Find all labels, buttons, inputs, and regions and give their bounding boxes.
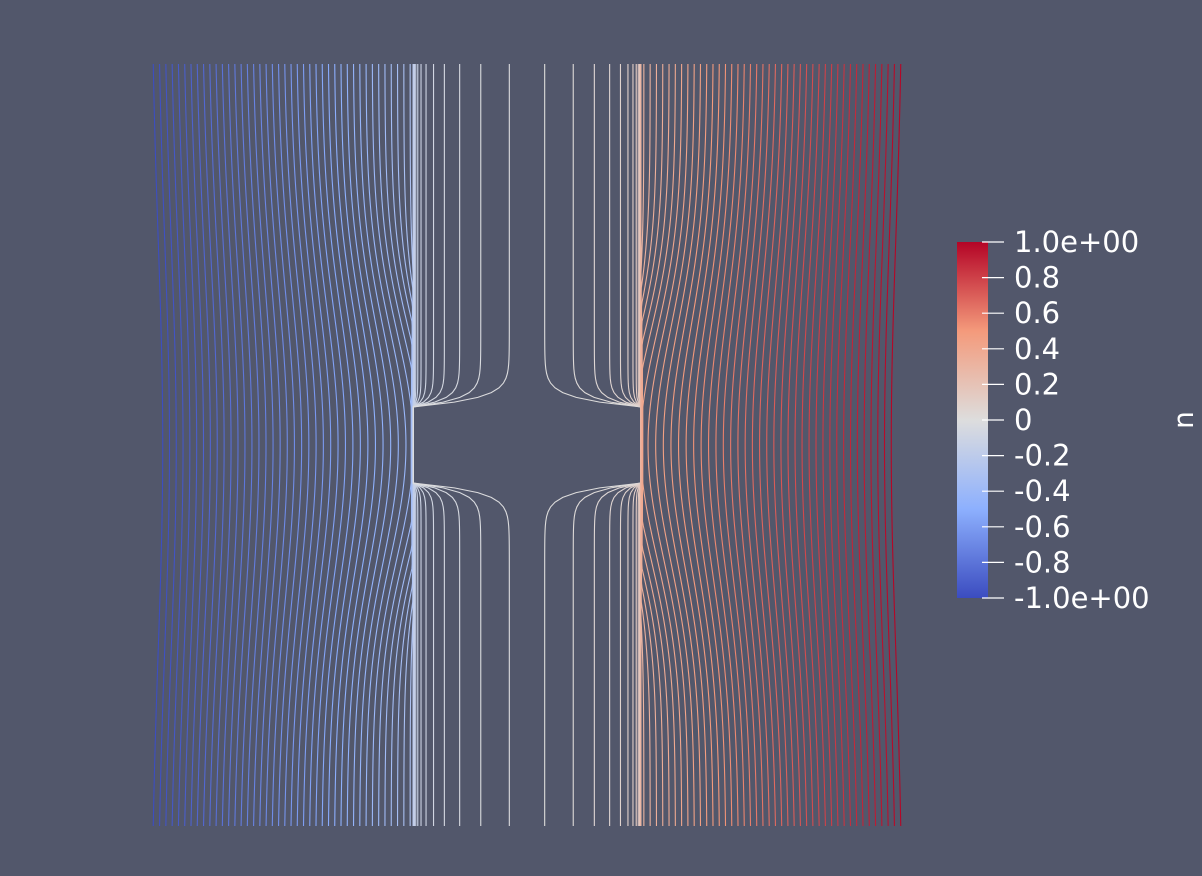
contour-line [715,63,745,827]
contour-line [309,63,339,827]
contour-line [642,63,683,827]
contour-line [836,63,852,827]
contour-line [722,63,752,827]
contour-line [246,63,267,827]
contour-line [759,63,783,827]
contour-line [359,63,399,827]
contour-line [773,63,795,827]
colorbar-tick-label: 0.8 [1014,261,1060,295]
contour-line [572,64,642,826]
contour-line [412,64,435,826]
contour-line [209,63,225,827]
colorbar-tick-label: -0.8 [1014,545,1071,579]
colorbar-tick-label: 0.6 [1014,296,1060,330]
contour-line [641,63,664,827]
contour-line [544,64,642,826]
contour-line [302,63,332,827]
contour-line [365,63,407,827]
contour-line [685,63,720,827]
colorbar-tick-label: 1.0e+00 [1014,225,1139,259]
contour-line [794,63,814,827]
colorbar-tick-label: -0.2 [1014,439,1071,473]
contour-line [766,63,789,827]
contour-line [296,63,324,827]
contour-line [808,63,826,827]
contour-line [171,63,184,827]
contour-line [290,63,317,827]
contour-line [662,63,702,827]
colorbar-tick-label: 0.4 [1014,332,1060,366]
contour-line [159,63,171,827]
contour-line [240,63,260,827]
contour-line [412,64,482,826]
colorbar-tick-label: 0.2 [1014,367,1060,401]
contour-line [196,63,211,827]
contour-line [890,63,902,827]
contour-line [271,63,295,827]
contour-line [843,63,858,827]
contour-line [877,63,889,827]
colorbar-tick-label: 0 [1014,403,1032,437]
contour-line [265,63,288,827]
contour-line [677,63,714,827]
contour-line [593,64,642,826]
contour-line [619,64,642,826]
contour-line [670,63,708,827]
contour-line [787,63,808,827]
contour-line [412,64,461,826]
contour-line [327,63,361,827]
contour-line [284,63,310,827]
contour-line [177,63,191,827]
contour-line [693,63,727,827]
colorbar-tick-label: -0.6 [1014,510,1071,544]
contour-line [390,63,413,827]
contour-line [259,63,281,827]
contour-line [346,63,384,827]
contour-line [215,63,232,827]
contour-line [700,63,733,827]
contour-line [352,63,392,827]
contour-line [815,63,833,827]
contour-line [655,63,695,827]
contour-line [277,63,303,827]
contour-line [190,63,205,827]
contour-line [202,63,218,827]
contour-line [371,63,412,827]
contour-line [321,63,354,827]
contour-line [856,63,870,827]
contour-line [184,63,198,827]
contour-line [221,63,239,827]
contour-line [822,63,839,827]
contour-line [730,63,758,827]
contour-line [801,63,820,827]
contour-line [737,63,764,827]
contour-line [340,63,377,827]
contour-line [707,63,739,827]
contour-line [253,63,274,827]
contour-line [883,63,895,827]
colorbar-tick-label: -1.0e+00 [1014,581,1150,615]
contour-line [863,63,877,827]
contour-line [744,63,770,827]
contour-line [165,63,177,827]
contour-line [234,63,253,827]
contour-line [829,63,845,827]
contour-line [412,64,510,826]
contour-line [228,63,246,827]
colorbar-tick-label: -0.4 [1014,474,1071,508]
contour-line [870,63,883,827]
contour-line [780,63,801,827]
contour-line [334,63,369,827]
colorbar-ticks: 1.0e+000.80.60.40.20-0.2-0.4-0.6-0.8-1.0… [982,225,1150,615]
contour-line [315,63,347,827]
contour-line [647,63,689,827]
color-legend[interactable]: 1.0e+000.80.60.40.20-0.2-0.4-0.6-0.8-1.0… [957,225,1202,615]
colorbar-title: u [1171,411,1202,429]
contour-lines [152,63,902,827]
contour-line [849,63,864,827]
contour-line [152,63,164,827]
contour-line [751,63,777,827]
